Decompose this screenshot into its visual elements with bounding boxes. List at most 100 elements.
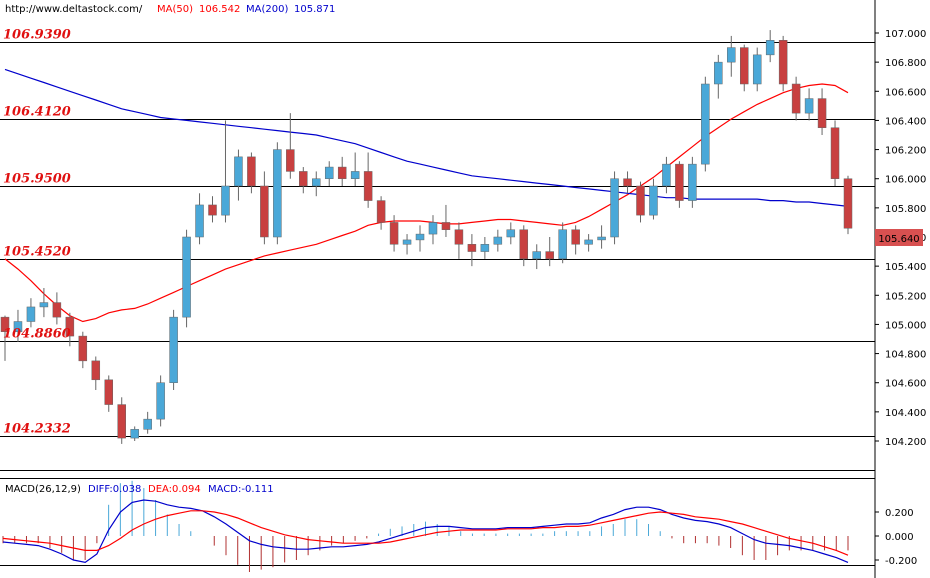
candle	[843, 175, 853, 235]
candle	[0, 315, 10, 361]
candle	[649, 178, 658, 220]
candle	[701, 76, 710, 172]
y-tick-label: 106.200	[885, 146, 926, 157]
candle	[286, 113, 295, 179]
ma50-label: MA(50)	[157, 4, 193, 15]
candlestick-series	[0, 30, 853, 444]
candle	[26, 298, 36, 328]
candle	[675, 161, 684, 208]
candle	[363, 152, 373, 208]
candle	[597, 225, 606, 249]
candle	[78, 331, 88, 369]
y-tick-label: 104.400	[885, 408, 926, 419]
candle	[804, 88, 814, 121]
y-tick-label: 105.800	[885, 204, 926, 215]
macd-label: MACD(26,12,9)	[5, 484, 81, 495]
y-tick-label: 106.600	[885, 87, 926, 98]
y-tick-label: 104.800	[885, 350, 926, 361]
candle	[52, 292, 62, 325]
level-label: 106.4120	[3, 105, 71, 120]
candle	[260, 171, 269, 245]
ma200-label: MA(200)	[246, 4, 288, 15]
candle	[273, 142, 282, 245]
candle	[830, 120, 840, 186]
candle	[545, 237, 554, 267]
candle	[727, 35, 736, 77]
candle	[91, 356, 101, 390]
candle	[584, 234, 593, 252]
macd-diff-line	[2, 499, 849, 564]
candle	[39, 288, 49, 318]
y-tick-label: 106.400	[885, 116, 926, 127]
candle	[143, 411, 152, 434]
candle	[623, 171, 632, 194]
candle	[402, 234, 412, 255]
candle	[156, 375, 165, 427]
macd-panel	[2, 480, 849, 572]
y-tick-label: 104.200	[885, 437, 926, 448]
candle	[714, 54, 723, 99]
candle	[428, 215, 438, 245]
level-label: 104.8860	[3, 327, 71, 342]
candle	[817, 88, 827, 135]
candle	[791, 76, 801, 121]
y-tick-label: 106.800	[885, 58, 926, 69]
macd-diff-label: DIFF:0.038	[88, 484, 141, 495]
ma50-value: 106.542	[199, 4, 240, 15]
candle	[415, 225, 425, 252]
macd-tick-label: 0.000	[885, 532, 914, 543]
candle	[441, 204, 451, 237]
candle	[752, 47, 762, 92]
candle	[662, 156, 671, 194]
candle	[480, 237, 490, 259]
candle	[493, 229, 503, 252]
candle	[376, 196, 386, 230]
support-resistance-lines	[0, 42, 875, 437]
macd-tick-label: 0.200	[885, 508, 914, 519]
candle	[195, 193, 204, 245]
candle	[688, 156, 697, 208]
candle	[610, 171, 619, 245]
y-tick-label: 105.200	[885, 291, 926, 302]
candle	[299, 167, 308, 194]
macd-dea-label: DEA:0.094	[148, 484, 201, 495]
candle	[247, 152, 256, 194]
candle	[765, 30, 775, 63]
candle	[532, 244, 541, 270]
macd-dea-line	[2, 510, 849, 556]
current-price-tag	[875, 229, 923, 246]
candle	[350, 152, 360, 186]
candle	[324, 161, 334, 186]
candle	[519, 225, 529, 267]
candle	[234, 149, 243, 201]
candle	[13, 309, 23, 342]
ma200-value: 105.871	[294, 4, 335, 15]
candle	[739, 44, 749, 92]
candle	[312, 171, 321, 197]
candle	[337, 156, 347, 186]
candle	[558, 222, 567, 264]
candle	[571, 225, 580, 255]
candle	[117, 397, 126, 444]
candle	[208, 196, 217, 223]
candle	[506, 222, 516, 245]
candle	[221, 120, 230, 223]
candle	[636, 181, 645, 223]
candle	[182, 229, 191, 328]
y-tick-label: 107.000	[885, 29, 926, 40]
candle	[104, 375, 114, 412]
candle	[467, 234, 477, 267]
y-tick-label: 105.000	[885, 320, 926, 331]
y-tick-label: 105.400	[885, 262, 926, 273]
level-label: 104.2332	[3, 422, 71, 437]
level-label: 105.9500	[3, 172, 71, 187]
current-price-value: 105.640	[878, 234, 919, 245]
ma200-line	[4, 68, 849, 207]
y-tick-label: 104.600	[885, 379, 926, 390]
y-tick-label: 106.000	[885, 175, 926, 186]
macd-tick-label: -0.200	[885, 556, 917, 567]
candle	[169, 309, 178, 390]
candle	[778, 35, 788, 92]
site-url: http://www.deltastock.com/	[5, 4, 143, 15]
